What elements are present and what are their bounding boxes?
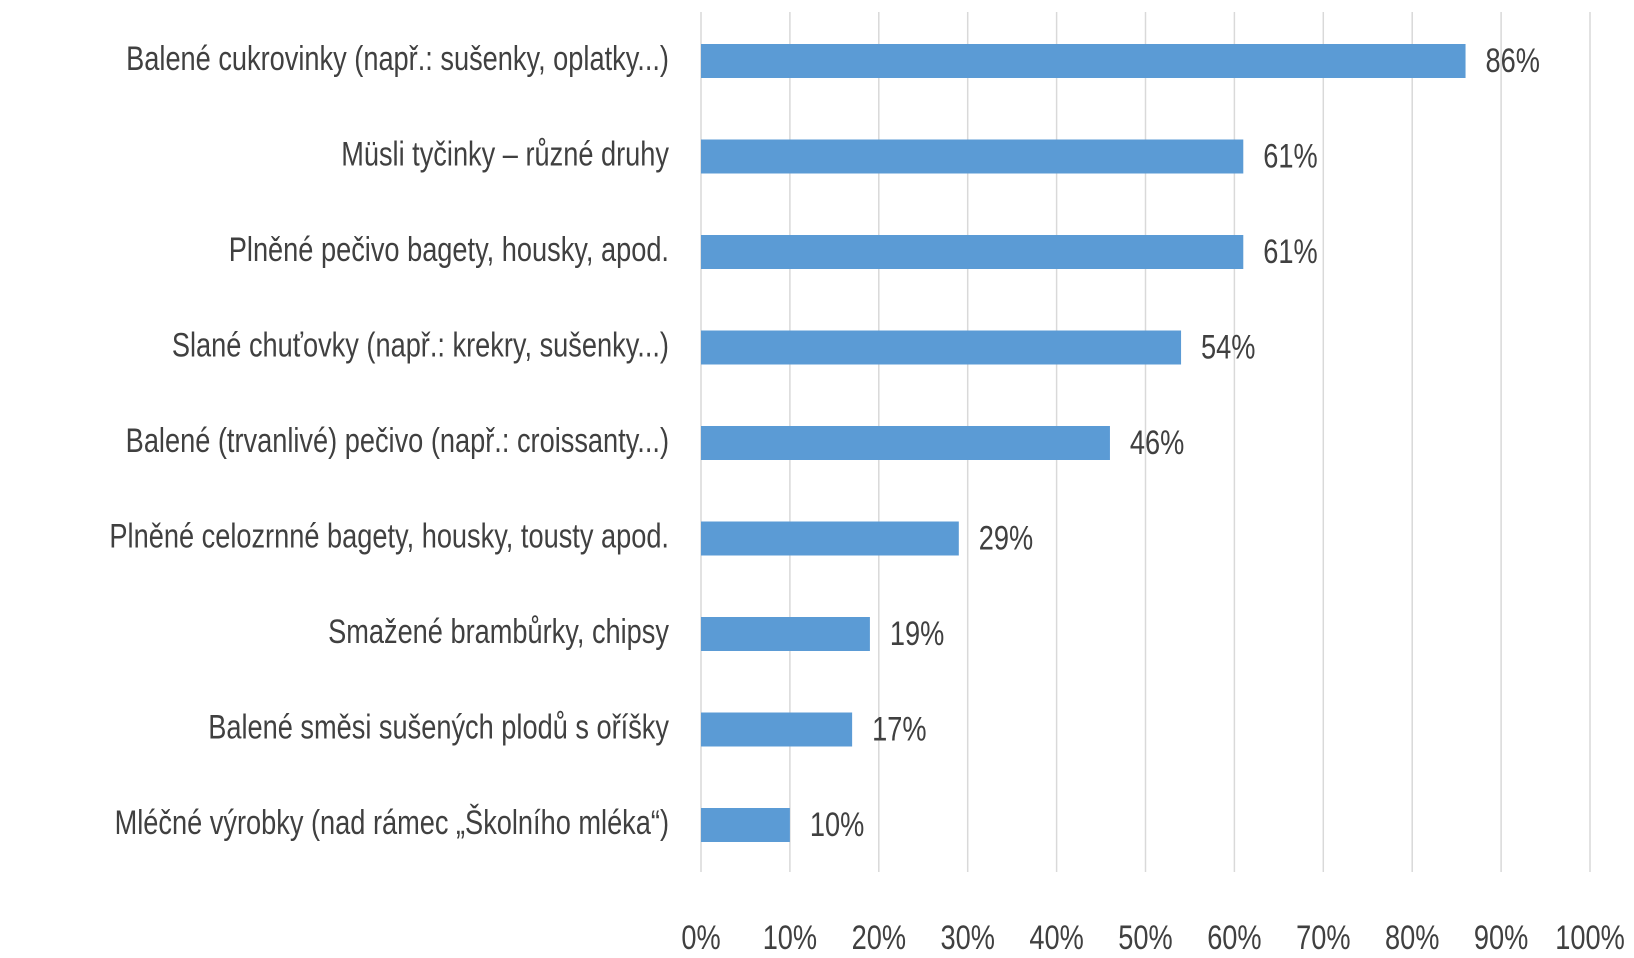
y-tick-label: Balené směsi sušených plodů s oříšky — [208, 708, 669, 747]
y-tick-label: Smažené brambůrky, chipsy — [328, 612, 669, 651]
y-tick-label: Müsli tyčinky – různé druhy — [341, 135, 669, 174]
bar — [701, 139, 1244, 174]
x-tick-label: 40% — [1029, 918, 1083, 957]
bar — [701, 617, 870, 651]
y-tick-label: Balené (trvanlivé) pečivo (např.: croiss… — [126, 421, 669, 460]
x-tick-label: 100% — [1555, 918, 1625, 957]
y-tick-label: Mléčné výrobky (nad rámec „Školního mlék… — [115, 803, 669, 842]
x-tick-label: 50% — [1118, 918, 1172, 957]
y-tick-label: Slané chuťovky (např.: krekry, sušenky..… — [172, 326, 669, 365]
y-tick-label: Plněné celozrnné bagety, housky, tousty … — [109, 517, 669, 556]
bar — [701, 712, 853, 747]
x-tick-label: 70% — [1296, 918, 1350, 957]
x-tick-label: 0% — [681, 918, 720, 957]
data-label: 54% — [1201, 328, 1255, 367]
data-label: 17% — [872, 710, 926, 749]
x-tick-label: 10% — [763, 918, 817, 957]
data-label: 86% — [1486, 41, 1540, 80]
bar — [701, 44, 1466, 78]
x-tick-label: 20% — [852, 918, 906, 957]
bar — [701, 426, 1110, 460]
x-tick-label: 90% — [1474, 918, 1528, 957]
x-tick-label: 60% — [1207, 918, 1261, 957]
bar — [701, 808, 790, 842]
y-tick-label: Plněné pečivo bagety, housky, apod. — [229, 230, 669, 269]
data-label: 29% — [979, 519, 1033, 558]
data-label: 10% — [810, 805, 864, 844]
y-tick-label: Balené cukrovinky (např.: sušenky, oplat… — [126, 39, 669, 78]
bar — [701, 235, 1244, 269]
data-label: 19% — [890, 614, 944, 653]
bar — [701, 330, 1182, 365]
bar — [701, 521, 959, 556]
data-label: 61% — [1263, 232, 1317, 271]
x-tick-label: 30% — [940, 918, 994, 957]
data-label: 61% — [1263, 137, 1317, 176]
data-label: 46% — [1130, 423, 1184, 462]
x-tick-label: 80% — [1385, 918, 1439, 957]
